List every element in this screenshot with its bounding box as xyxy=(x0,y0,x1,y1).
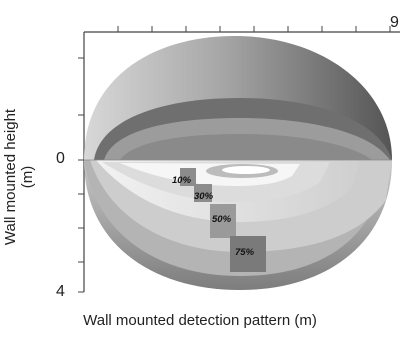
x-axis-ticks xyxy=(117,26,391,32)
y-tick-0: 0 xyxy=(56,150,65,167)
zone-label-75: 75% xyxy=(235,247,255,258)
zone-core-highlight xyxy=(222,166,270,174)
step-30 xyxy=(194,184,212,202)
y-tick-4: 4 xyxy=(56,283,65,300)
step-10 xyxy=(180,168,196,186)
step-50 xyxy=(210,204,236,238)
axes xyxy=(78,26,400,293)
step-75 xyxy=(230,236,266,272)
shell-inner-band xyxy=(120,134,372,160)
x-axis-label: Wall mounted detection pattern (m) xyxy=(83,312,317,329)
zone-label-10: 10% xyxy=(172,175,192,186)
zone-label-30: 30% xyxy=(194,191,214,202)
zone-label-50: 50% xyxy=(212,214,232,225)
x-tick-partial: 9 xyxy=(390,14,399,31)
y-axis-ticks xyxy=(78,57,84,293)
y-axis-label: Wall mounted height (m) xyxy=(2,108,36,246)
